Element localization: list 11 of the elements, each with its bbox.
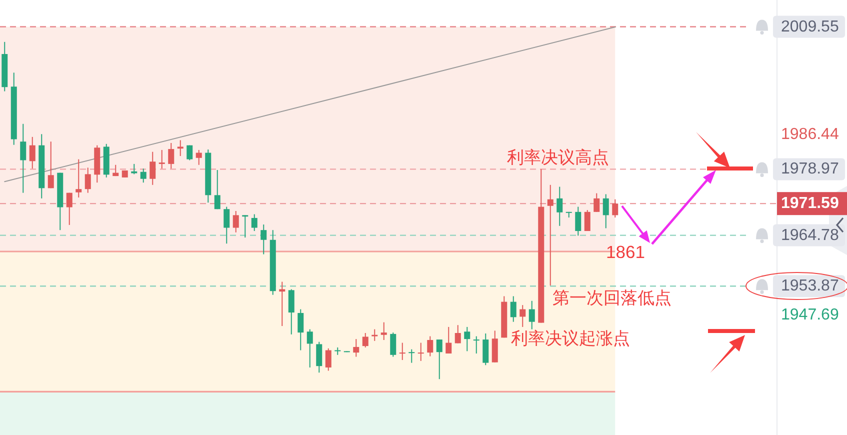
y-tick-label: 1971.59 — [781, 195, 839, 212]
annotation: 利率决议起涨点 — [511, 329, 630, 348]
y-tick-label: 2009.55 — [781, 18, 839, 36]
y-tick-label: 1964.78 — [781, 226, 839, 244]
y-tick-label: 1978.97 — [781, 160, 839, 178]
annotation: 利率决议高点 — [507, 148, 610, 168]
annotation: 第一次回落低点 — [552, 288, 672, 308]
annotation: 1861 — [606, 242, 645, 262]
y-tick-label: 1947.69 — [781, 306, 839, 324]
y-tick-label: 1986.44 — [781, 126, 839, 143]
y-tick-label: 1953.87 — [781, 278, 839, 295]
